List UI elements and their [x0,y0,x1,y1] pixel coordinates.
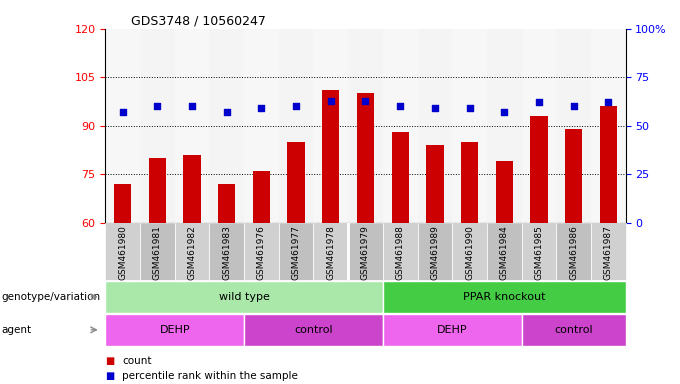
Point [291,103,302,109]
Bar [600,106,617,223]
Point [394,103,405,109]
Bar [244,223,279,280]
Bar [105,29,140,223]
Bar [522,223,556,280]
Bar [461,142,478,223]
Point [430,105,441,111]
Text: GSM461976: GSM461976 [257,225,266,280]
Bar [218,184,235,223]
Bar [383,314,522,346]
Bar [209,29,244,223]
Bar [288,142,305,223]
Bar [149,158,166,223]
Bar [105,281,383,313]
Bar [556,29,591,223]
Bar [522,29,556,223]
Text: GSM461989: GSM461989 [430,225,439,280]
Bar [184,155,201,223]
Text: GSM461988: GSM461988 [396,225,405,280]
Bar [114,184,131,223]
Bar [244,314,383,346]
Point [602,99,613,106]
Bar [322,90,339,223]
Text: genotype/variation: genotype/variation [1,292,101,302]
Bar [348,223,383,280]
Bar [452,223,487,280]
Bar [244,29,279,223]
Bar [383,29,418,223]
Bar [209,223,244,280]
Text: PPAR knockout: PPAR knockout [463,292,545,302]
Text: GSM461979: GSM461979 [361,225,370,280]
Point [498,109,509,115]
Point [325,98,336,104]
Bar [105,314,244,346]
Point [568,103,579,109]
Point [533,99,544,106]
Bar [313,29,348,223]
Text: GSM461982: GSM461982 [188,225,197,280]
Text: percentile rank within the sample: percentile rank within the sample [122,371,299,381]
Bar [426,145,443,223]
Bar [279,29,313,223]
Bar [418,223,452,280]
Text: GSM461977: GSM461977 [292,225,301,280]
Text: GSM461980: GSM461980 [118,225,127,280]
Bar [530,116,547,223]
Bar [392,132,409,223]
Bar [140,29,175,223]
Text: control: control [294,324,333,335]
Bar [357,93,374,223]
Bar [105,223,140,280]
Bar [591,29,626,223]
Bar [348,29,383,223]
Bar [313,223,348,280]
Bar [383,223,418,280]
Point [118,109,129,115]
Bar [556,223,591,280]
Text: GSM461987: GSM461987 [604,225,613,280]
Bar [565,129,582,223]
Text: count: count [122,356,152,366]
Bar [140,223,175,280]
Point [464,105,475,111]
Point [256,105,267,111]
Bar [496,161,513,223]
Text: GSM461986: GSM461986 [569,225,578,280]
Text: GSM461981: GSM461981 [153,225,162,280]
Bar [383,281,626,313]
Point [152,103,163,109]
Point [221,109,232,115]
Bar [279,223,313,280]
Text: DEHP: DEHP [437,324,468,335]
Text: GSM461990: GSM461990 [465,225,474,280]
Text: agent: agent [1,325,31,335]
Point [360,98,371,104]
Bar [487,29,522,223]
Text: GSM461983: GSM461983 [222,225,231,280]
Text: wild type: wild type [219,292,269,302]
Text: GDS3748 / 10560247: GDS3748 / 10560247 [131,15,267,28]
Text: DEHP: DEHP [159,324,190,335]
Text: GSM461984: GSM461984 [500,225,509,280]
Text: ■: ■ [105,371,115,381]
Bar [175,29,209,223]
Bar [175,223,209,280]
Bar [253,171,270,223]
Text: ■: ■ [105,356,115,366]
Text: GSM461985: GSM461985 [534,225,543,280]
Bar [452,29,487,223]
Text: control: control [554,324,593,335]
Bar [487,223,522,280]
Point [186,103,197,109]
Text: GSM461978: GSM461978 [326,225,335,280]
Bar [418,29,452,223]
Bar [591,223,626,280]
Bar [522,314,626,346]
